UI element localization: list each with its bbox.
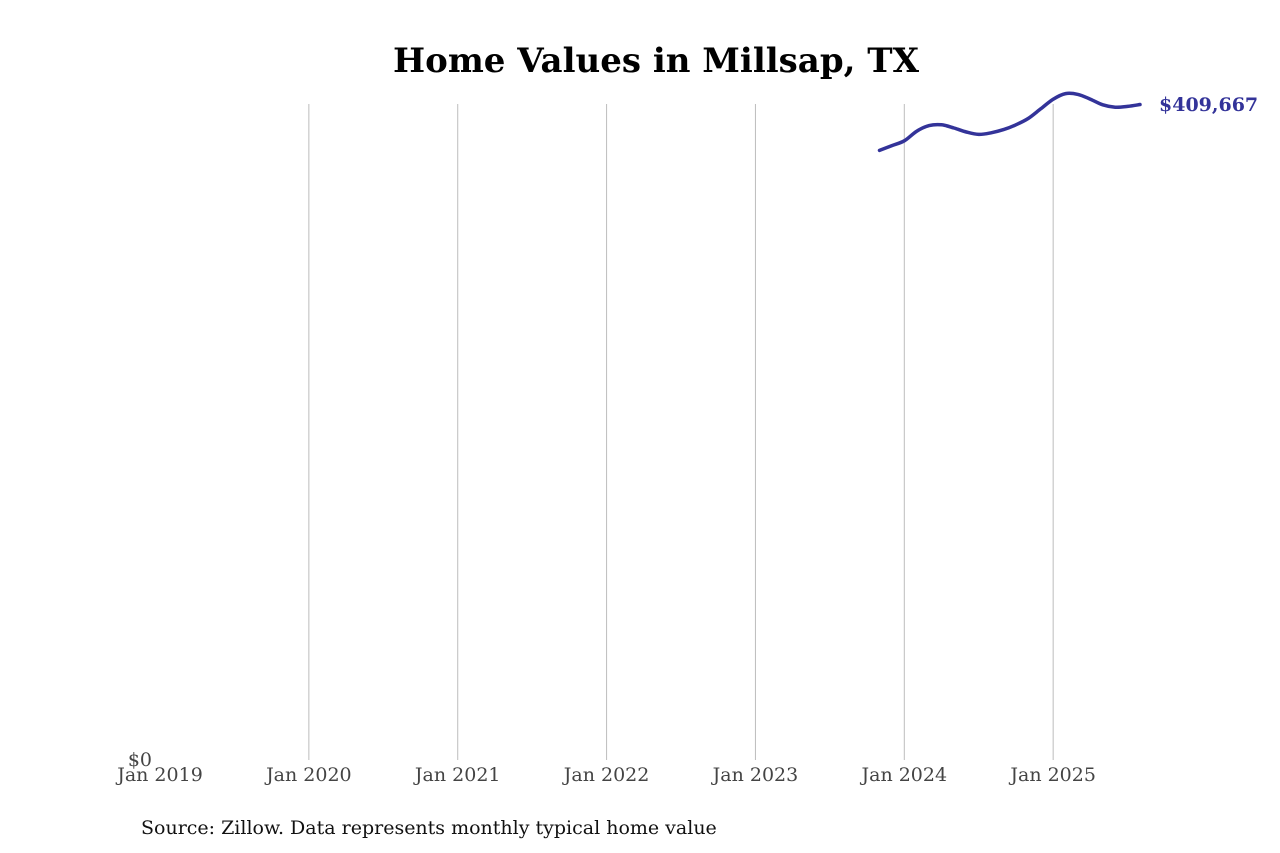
y-tick-label-0: $0 (128, 749, 152, 771)
chart-title: Home Values in Millsap, TX (393, 41, 920, 81)
end-value-label: $409,667 (1159, 94, 1258, 116)
x-tick-label-2025: Jan 2025 (1008, 764, 1096, 786)
x-tick-label-2021: Jan 2021 (413, 764, 501, 786)
x-tick-label-2024: Jan 2024 (860, 764, 948, 786)
source-note: Source: Zillow. Data represents monthly … (141, 817, 717, 839)
x-axis-ticks: Jan 2019 Jan 2020 Jan 2021 Jan 2022 Jan 2023… (115, 764, 1096, 786)
gridlines (308, 104, 1054, 760)
series-lines (877, 91, 1142, 153)
x-tick-label-2019: Jan 2019 (115, 764, 203, 786)
x-tick-label-2022: Jan 2022 (562, 764, 650, 786)
x-tick-label-2023: Jan 2023 (711, 764, 799, 786)
x-tick-label-2020: Jan 2020 (264, 764, 352, 786)
series-line-0 (877, 91, 1142, 153)
